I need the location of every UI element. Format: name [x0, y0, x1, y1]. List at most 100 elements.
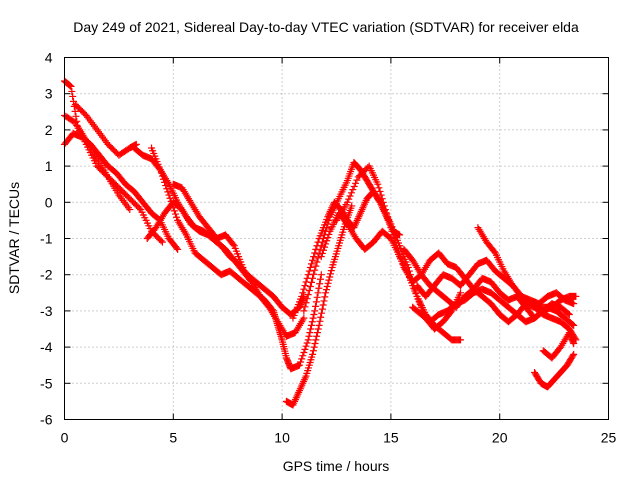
series-track-7 [148, 144, 325, 373]
data-point [126, 206, 134, 214]
data-point [304, 336, 312, 344]
data-point-dense [297, 358, 305, 366]
data-point-dense [310, 343, 318, 351]
data-point-dense [385, 216, 393, 224]
data-point-dense [310, 311, 318, 319]
data-point-dense [304, 291, 312, 299]
series-track-5 [130, 144, 308, 319]
data-point [156, 166, 164, 174]
series-track-3 [61, 130, 182, 253]
data-point [457, 336, 465, 344]
data-point [165, 191, 173, 199]
data-point-dense [325, 216, 333, 224]
data-point-dense [298, 355, 306, 363]
data-point-dense [380, 202, 388, 210]
data-point-dense [157, 237, 165, 245]
data-point-dense [321, 293, 329, 301]
data-point-dense [65, 81, 73, 89]
y-tick-label: 1 [45, 158, 53, 174]
data-point-dense [307, 278, 315, 286]
data-point-dense [306, 282, 314, 290]
data-point-dense [350, 182, 358, 190]
data-point-dense [378, 195, 386, 203]
data-point-dense [313, 258, 321, 266]
data-point [296, 361, 304, 369]
data-point-dense [327, 267, 335, 275]
chart-series [61, 77, 580, 409]
data-point-dense [268, 306, 276, 314]
y-tick-label: 3 [45, 86, 53, 102]
data-point-dense [317, 313, 325, 321]
data-point-dense [312, 262, 320, 270]
y-tick-label: -6 [40, 412, 53, 428]
data-point-dense [169, 204, 177, 212]
data-point-dense [396, 251, 404, 259]
data-point [309, 350, 317, 358]
data-point-dense [302, 299, 310, 307]
data-point [570, 339, 578, 347]
data-point-dense [168, 201, 176, 209]
x-tick-labels: 0 5 10 15 20 25 [61, 430, 617, 446]
x-tick-label: 15 [383, 430, 399, 446]
data-point-dense [312, 298, 320, 306]
data-point-dense [167, 197, 175, 205]
data-point-dense [157, 169, 165, 177]
data-point-dense [318, 309, 326, 317]
y-tick-labels: -6 -5 -4 -3 -2 -1 0 1 2 3 4 [40, 50, 53, 428]
data-point-dense [316, 275, 324, 283]
data-point-dense [309, 256, 317, 264]
data-point [158, 238, 166, 246]
data-point [300, 314, 308, 322]
data-point-dense [66, 82, 74, 90]
x-tick-label: 10 [274, 430, 290, 446]
y-tick-label: 4 [45, 50, 53, 66]
data-point [570, 300, 578, 308]
data-point-dense [313, 329, 321, 337]
data-point-dense [300, 349, 308, 357]
y-tick-label: -1 [40, 231, 53, 247]
data-point-dense [397, 254, 405, 262]
data-point-dense [314, 289, 322, 297]
data-point-dense [301, 345, 309, 353]
data-point [309, 274, 317, 282]
series-track-6 [143, 198, 308, 340]
data-point-dense [303, 339, 311, 347]
series-track-16 [409, 285, 573, 326]
data-point-dense [299, 289, 307, 297]
data-point [457, 289, 465, 297]
plot-frame [64, 57, 609, 420]
series-track-4 [71, 101, 140, 159]
data-point-dense [305, 267, 313, 275]
data-point-dense [349, 186, 357, 194]
data-point-dense [68, 87, 76, 95]
data-point-dense [569, 352, 577, 360]
data-point-dense [309, 314, 317, 322]
data-point-dense [323, 282, 331, 290]
data-point [374, 180, 382, 188]
data-point [174, 245, 182, 253]
series-track-19 [539, 329, 578, 362]
y-axis-label: SDTVAR / TECUs [6, 182, 22, 294]
data-point [322, 289, 330, 297]
data-point [315, 321, 323, 329]
data-point-dense [490, 248, 498, 256]
data-point-dense [322, 286, 330, 294]
data-point-dense [309, 347, 317, 355]
data-point-dense [72, 112, 80, 120]
data-point [298, 292, 306, 300]
data-point-dense [299, 352, 307, 360]
data-point-dense [564, 310, 572, 318]
data-point-dense [308, 318, 316, 326]
data-point-dense [319, 301, 327, 309]
data-point-dense [310, 253, 318, 261]
y-tick-label: -2 [40, 267, 53, 283]
data-point-dense [164, 188, 172, 196]
data-point [300, 307, 308, 315]
y-tick-label: -5 [40, 375, 53, 391]
data-point-dense [347, 189, 355, 197]
data-point [572, 292, 580, 300]
data-point-dense [305, 332, 313, 340]
series-track-8 [169, 180, 247, 271]
data-point-dense [379, 198, 387, 206]
data-point-dense [301, 282, 309, 290]
